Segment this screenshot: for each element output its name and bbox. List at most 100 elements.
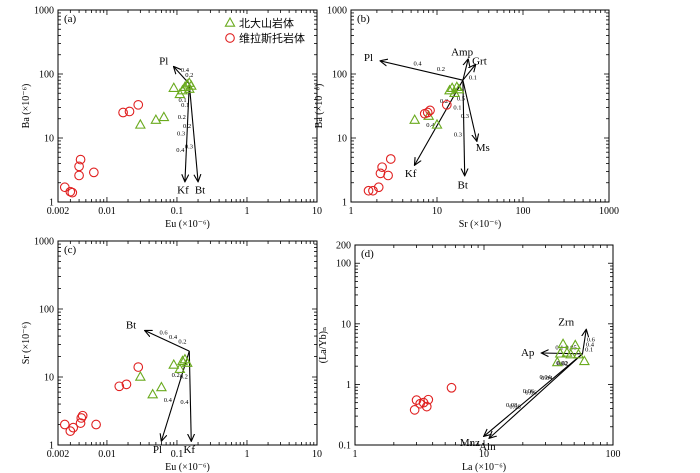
y-tick-label: 200 — [336, 241, 351, 252]
data-point-triangle — [181, 356, 193, 367]
vector-label: Ap — [521, 347, 535, 359]
y-tick-label: 0.1 — [339, 441, 352, 452]
vector-tick-label: 0.4 — [426, 122, 435, 129]
y-tick-label: 100 — [39, 305, 54, 316]
y-tick-label: 10 — [44, 134, 54, 145]
vector-label: Pl — [153, 444, 162, 456]
vector-label: Grt — [472, 56, 487, 68]
vector-label: Amp — [451, 46, 474, 58]
x-axis-label: Sr (×10⁻⁶) — [459, 219, 501, 230]
y-axis-label: (La/Yb)ₙ — [318, 327, 329, 364]
vector-label: Mnz — [460, 437, 480, 449]
data-point-triangle — [554, 347, 566, 358]
vector-tick-label: 0.1 — [469, 74, 477, 81]
vector-tick-label: 0.2 — [437, 66, 445, 73]
data-point-circle — [68, 422, 79, 433]
vector-bt — [463, 80, 465, 175]
data-point-circle — [446, 382, 457, 393]
data-point-triangle — [155, 381, 167, 392]
x-tick-label: 1 — [244, 206, 249, 217]
vector-label: Zrn — [558, 317, 574, 329]
x-tick-label: 0.002 — [47, 449, 70, 460]
vector-tick-label: 0.3 — [177, 130, 185, 137]
data-point-triangle — [557, 338, 569, 349]
legend-label: 维拉斯托岩体 — [239, 31, 305, 45]
data-point-circle — [75, 418, 86, 428]
vector-tick-label: 0.02 — [556, 360, 567, 367]
y-tick-label: 1 — [342, 198, 347, 209]
data-point-circle — [425, 105, 435, 116]
x-tick-label: 1000 — [599, 206, 619, 217]
vector-zrn — [582, 330, 586, 354]
data-point-circle — [421, 401, 432, 412]
vector-tick-label: 0.4 — [181, 67, 190, 74]
data-point-triangle — [174, 363, 186, 374]
x-tick-label: 100 — [606, 449, 621, 460]
vector-mnz — [484, 353, 583, 436]
vector-tick-label: 0.4 — [180, 399, 189, 406]
data-point-circle — [65, 426, 76, 436]
y-axis-label: Sr (×10⁻⁶) — [21, 322, 32, 364]
data-point-circle — [124, 106, 135, 117]
data-point-circle — [133, 362, 144, 372]
vector-pl — [380, 61, 464, 81]
panel-label: (b) — [357, 13, 370, 25]
vector-ms — [462, 80, 477, 141]
data-point-triangle — [572, 348, 585, 359]
vector-label: Kf — [405, 168, 417, 180]
data-point-circle — [74, 170, 84, 181]
data-point-circle — [76, 413, 87, 423]
data-point-circle — [114, 381, 125, 392]
y-tick-label: 1000 — [34, 6, 54, 17]
data-point-triangle — [147, 388, 159, 399]
x-tick-label: 10 — [312, 206, 322, 217]
data-point-circle — [441, 99, 452, 110]
vector-tick-label: 0.6 — [160, 330, 169, 337]
y-tick-label: 10 — [337, 134, 347, 145]
vector-tick-label: 0.1 — [178, 97, 186, 104]
y-tick-label: 1000 — [34, 237, 54, 248]
panel-a: 0.002 0.01 0.1 1 10 1 10 100 1000 Eu (×10⁻⁶) Ba (×… — [21, 6, 322, 231]
vector-tick-label: 0.2 — [185, 72, 193, 79]
vector-tick-label: 0.2 — [180, 374, 188, 381]
legend-label: 北大山岩体 — [239, 16, 294, 30]
vector-label: Bt — [458, 179, 468, 191]
vector-tick-label: 0.06 — [523, 388, 535, 395]
data-point-circle — [118, 107, 128, 118]
vector-tick-label: 0.04 — [539, 374, 551, 381]
y-tick-label: 100 — [332, 70, 347, 81]
y-tick-label: 100 — [39, 70, 54, 81]
data-point-triangle — [444, 84, 456, 95]
data-point-circle — [91, 419, 101, 430]
vector-tick-label: 0.2 — [178, 114, 186, 121]
panel-label: (d) — [361, 248, 374, 260]
vector-tick-label: 0.6 — [587, 336, 596, 343]
data-point-circle — [409, 405, 420, 415]
plot-frame — [57, 9, 318, 203]
vector-tick-label: 0.4 — [413, 60, 422, 67]
vector-tick-label: 0.5 — [457, 96, 465, 103]
data-point-circle — [65, 186, 76, 197]
data-point-circle — [121, 379, 132, 390]
x-tick-label: 1 — [244, 449, 249, 460]
y-tick-label: 1000 — [327, 6, 347, 17]
vector-kf — [185, 83, 190, 181]
vector-label: Ms — [476, 142, 490, 154]
data-point-circle — [377, 162, 387, 173]
y-tick-label: 10 — [341, 319, 351, 330]
vector-tick-label: 0.4 — [176, 147, 185, 154]
y-tick-label: 1 — [49, 441, 54, 452]
x-tick-label: 10 — [312, 449, 322, 460]
vector-tick-label: 0.02 — [557, 361, 568, 368]
vector-label: Pl — [159, 56, 168, 68]
vector-tick-label: 0.08 — [506, 402, 517, 409]
data-point-circle — [67, 187, 78, 198]
data-point-triangle — [158, 111, 170, 122]
data-point-circle — [75, 154, 86, 165]
plot-frame — [350, 9, 610, 203]
data-point-triangle — [134, 118, 146, 129]
y-axis-label: Ba (×10⁻⁶) — [21, 84, 32, 129]
